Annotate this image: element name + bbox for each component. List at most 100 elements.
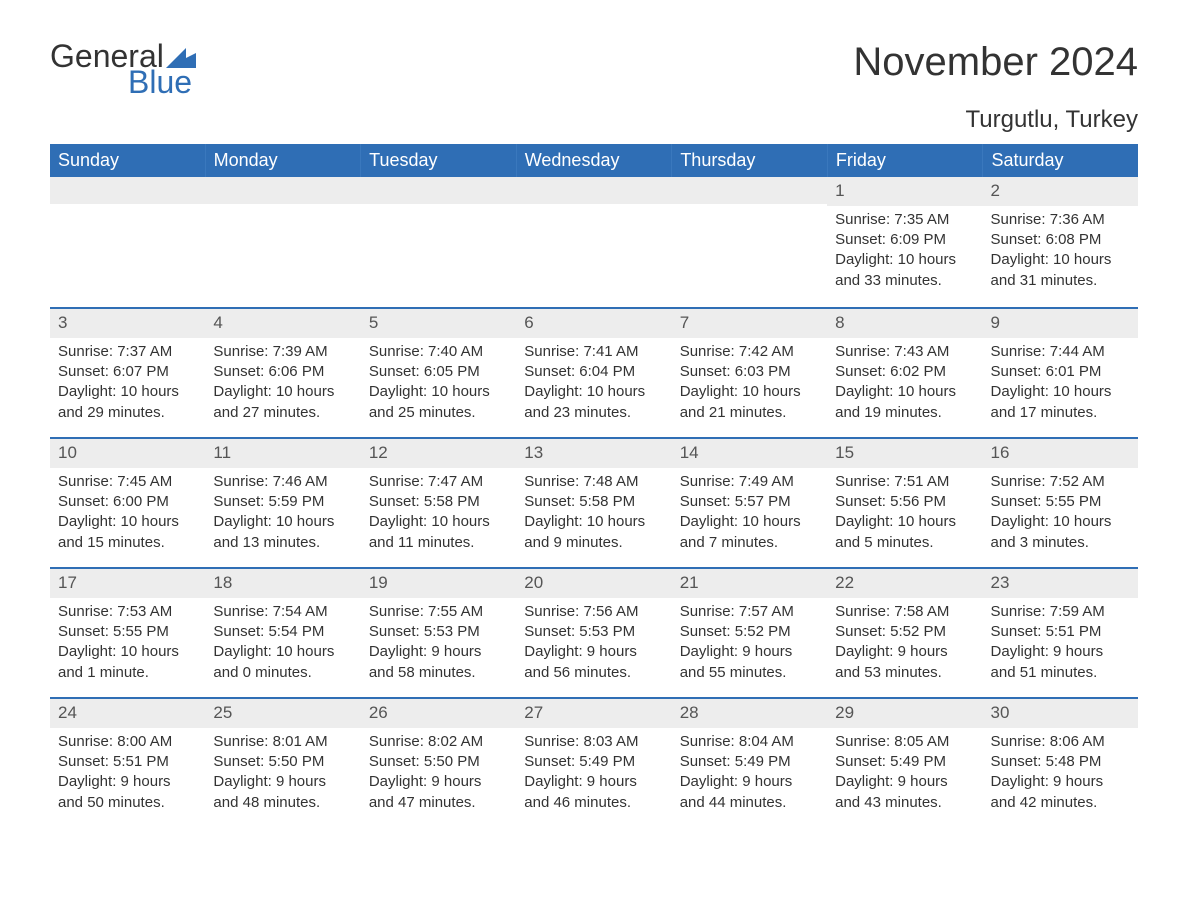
- day-sunset: Sunset: 5:49 PM: [835, 752, 974, 772]
- day-day1: Daylight: 10 hours: [58, 382, 197, 402]
- day-number: 28: [672, 699, 827, 728]
- day-sunset: Sunset: 6:07 PM: [58, 362, 197, 382]
- day-cell: 30Sunrise: 8:06 AMSunset: 5:48 PMDayligh…: [983, 699, 1138, 827]
- day-cell: [205, 177, 360, 307]
- day-day1: Daylight: 10 hours: [58, 512, 197, 532]
- day-number: 17: [50, 569, 205, 598]
- weekday-header: Tuesday: [361, 144, 517, 177]
- day-sunset: Sunset: 5:51 PM: [58, 752, 197, 772]
- day-sunrise: Sunrise: 7:48 AM: [524, 472, 663, 492]
- day-sunrise: Sunrise: 7:45 AM: [58, 472, 197, 492]
- day-body: Sunrise: 7:57 AMSunset: 5:52 PMDaylight:…: [672, 598, 827, 695]
- day-body: Sunrise: 7:53 AMSunset: 5:55 PMDaylight:…: [50, 598, 205, 695]
- day-cell: [516, 177, 671, 307]
- day-sunset: Sunset: 5:49 PM: [524, 752, 663, 772]
- day-sunrise: Sunrise: 7:51 AM: [835, 472, 974, 492]
- day-day2: and 15 minutes.: [58, 533, 197, 553]
- day-number: 27: [516, 699, 671, 728]
- empty-day-band: [50, 177, 205, 204]
- day-body: Sunrise: 7:48 AMSunset: 5:58 PMDaylight:…: [516, 468, 671, 565]
- day-day2: and 7 minutes.: [680, 533, 819, 553]
- day-day1: Daylight: 10 hours: [58, 642, 197, 662]
- day-body: Sunrise: 7:51 AMSunset: 5:56 PMDaylight:…: [827, 468, 982, 565]
- day-sunset: Sunset: 5:52 PM: [680, 622, 819, 642]
- day-cell: 22Sunrise: 7:58 AMSunset: 5:52 PMDayligh…: [827, 569, 982, 697]
- day-body: Sunrise: 8:05 AMSunset: 5:49 PMDaylight:…: [827, 728, 982, 825]
- day-day1: Daylight: 10 hours: [991, 382, 1130, 402]
- day-number: 30: [983, 699, 1138, 728]
- day-number: 29: [827, 699, 982, 728]
- day-day2: and 19 minutes.: [835, 403, 974, 423]
- day-day1: Daylight: 10 hours: [524, 382, 663, 402]
- day-day1: Daylight: 9 hours: [991, 642, 1130, 662]
- day-day2: and 27 minutes.: [213, 403, 352, 423]
- day-day1: Daylight: 10 hours: [369, 382, 508, 402]
- header: General Blue November 2024: [50, 40, 1138, 98]
- day-cell: [361, 177, 516, 307]
- weekday-header: Sunday: [50, 144, 206, 177]
- day-sunset: Sunset: 5:58 PM: [524, 492, 663, 512]
- day-sunset: Sunset: 6:01 PM: [991, 362, 1130, 382]
- day-body: Sunrise: 7:36 AMSunset: 6:08 PMDaylight:…: [983, 206, 1138, 303]
- day-sunset: Sunset: 5:50 PM: [369, 752, 508, 772]
- day-sunset: Sunset: 6:08 PM: [991, 230, 1130, 250]
- day-sunset: Sunset: 5:59 PM: [213, 492, 352, 512]
- day-body: Sunrise: 7:59 AMSunset: 5:51 PMDaylight:…: [983, 598, 1138, 695]
- empty-day-band: [205, 177, 360, 204]
- day-day1: Daylight: 9 hours: [369, 772, 508, 792]
- day-number: 3: [50, 309, 205, 338]
- day-body: Sunrise: 7:35 AMSunset: 6:09 PMDaylight:…: [827, 206, 982, 303]
- day-day1: Daylight: 10 hours: [213, 382, 352, 402]
- day-number: 22: [827, 569, 982, 598]
- day-sunset: Sunset: 5:49 PM: [680, 752, 819, 772]
- day-sunrise: Sunrise: 8:00 AM: [58, 732, 197, 752]
- day-cell: 17Sunrise: 7:53 AMSunset: 5:55 PMDayligh…: [50, 569, 205, 697]
- day-cell: 12Sunrise: 7:47 AMSunset: 5:58 PMDayligh…: [361, 439, 516, 567]
- day-number: 12: [361, 439, 516, 468]
- week-row: 10Sunrise: 7:45 AMSunset: 6:00 PMDayligh…: [50, 437, 1138, 567]
- day-body: Sunrise: 7:49 AMSunset: 5:57 PMDaylight:…: [672, 468, 827, 565]
- day-cell: 28Sunrise: 8:04 AMSunset: 5:49 PMDayligh…: [672, 699, 827, 827]
- day-sunset: Sunset: 6:02 PM: [835, 362, 974, 382]
- day-sunrise: Sunrise: 7:35 AM: [835, 210, 974, 230]
- day-number: 8: [827, 309, 982, 338]
- week-row: 17Sunrise: 7:53 AMSunset: 5:55 PMDayligh…: [50, 567, 1138, 697]
- day-body: Sunrise: 7:40 AMSunset: 6:05 PMDaylight:…: [361, 338, 516, 435]
- day-day2: and 55 minutes.: [680, 663, 819, 683]
- week-row: 3Sunrise: 7:37 AMSunset: 6:07 PMDaylight…: [50, 307, 1138, 437]
- day-cell: 3Sunrise: 7:37 AMSunset: 6:07 PMDaylight…: [50, 309, 205, 437]
- day-body: Sunrise: 7:42 AMSunset: 6:03 PMDaylight:…: [672, 338, 827, 435]
- day-day1: Daylight: 9 hours: [835, 642, 974, 662]
- day-body: Sunrise: 8:02 AMSunset: 5:50 PMDaylight:…: [361, 728, 516, 825]
- day-number: 14: [672, 439, 827, 468]
- day-day2: and 13 minutes.: [213, 533, 352, 553]
- day-day1: Daylight: 10 hours: [835, 250, 974, 270]
- day-day2: and 1 minute.: [58, 663, 197, 683]
- day-sunrise: Sunrise: 8:05 AM: [835, 732, 974, 752]
- day-day2: and 48 minutes.: [213, 793, 352, 813]
- weekday-header: Friday: [828, 144, 984, 177]
- day-day1: Daylight: 10 hours: [991, 250, 1130, 270]
- day-day2: and 43 minutes.: [835, 793, 974, 813]
- day-body: Sunrise: 7:54 AMSunset: 5:54 PMDaylight:…: [205, 598, 360, 695]
- day-body: Sunrise: 7:44 AMSunset: 6:01 PMDaylight:…: [983, 338, 1138, 435]
- day-cell: 16Sunrise: 7:52 AMSunset: 5:55 PMDayligh…: [983, 439, 1138, 567]
- day-cell: 18Sunrise: 7:54 AMSunset: 5:54 PMDayligh…: [205, 569, 360, 697]
- day-sunset: Sunset: 6:09 PM: [835, 230, 974, 250]
- day-number: 11: [205, 439, 360, 468]
- day-sunrise: Sunrise: 7:54 AM: [213, 602, 352, 622]
- day-cell: 19Sunrise: 7:55 AMSunset: 5:53 PMDayligh…: [361, 569, 516, 697]
- day-cell: 5Sunrise: 7:40 AMSunset: 6:05 PMDaylight…: [361, 309, 516, 437]
- day-number: 6: [516, 309, 671, 338]
- day-day1: Daylight: 9 hours: [58, 772, 197, 792]
- day-sunrise: Sunrise: 7:41 AM: [524, 342, 663, 362]
- day-body: Sunrise: 7:46 AMSunset: 5:59 PMDaylight:…: [205, 468, 360, 565]
- day-cell: 13Sunrise: 7:48 AMSunset: 5:58 PMDayligh…: [516, 439, 671, 567]
- day-day1: Daylight: 9 hours: [680, 772, 819, 792]
- day-cell: 24Sunrise: 8:00 AMSunset: 5:51 PMDayligh…: [50, 699, 205, 827]
- day-day2: and 25 minutes.: [369, 403, 508, 423]
- day-day2: and 53 minutes.: [835, 663, 974, 683]
- day-cell: 14Sunrise: 7:49 AMSunset: 5:57 PMDayligh…: [672, 439, 827, 567]
- day-cell: [672, 177, 827, 307]
- day-sunrise: Sunrise: 7:42 AM: [680, 342, 819, 362]
